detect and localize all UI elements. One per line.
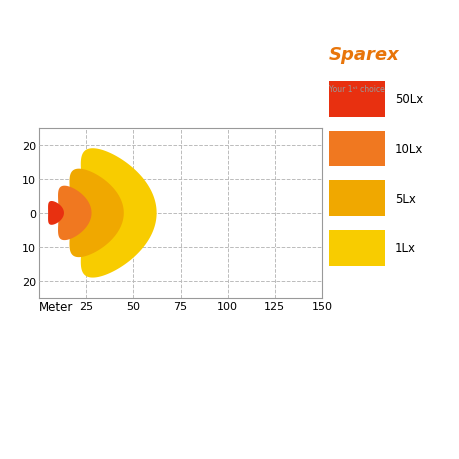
Bar (328, 131, 384, 167)
Text: 50Lx: 50Lx (394, 93, 422, 106)
Text: 5Lx: 5Lx (394, 192, 414, 205)
Text: Your 1ˢᵗ choice: Your 1ˢᵗ choice (328, 84, 384, 94)
Text: 1Lx: 1Lx (394, 242, 415, 255)
Text: 10Lx: 10Lx (394, 143, 422, 156)
Polygon shape (69, 169, 123, 257)
Bar (328, 181, 384, 217)
Polygon shape (58, 186, 91, 241)
Text: Meter: Meter (39, 301, 73, 313)
Polygon shape (48, 202, 64, 225)
Polygon shape (81, 149, 156, 278)
Bar (328, 82, 384, 118)
Text: Sparex: Sparex (328, 46, 399, 64)
Bar (328, 230, 384, 266)
